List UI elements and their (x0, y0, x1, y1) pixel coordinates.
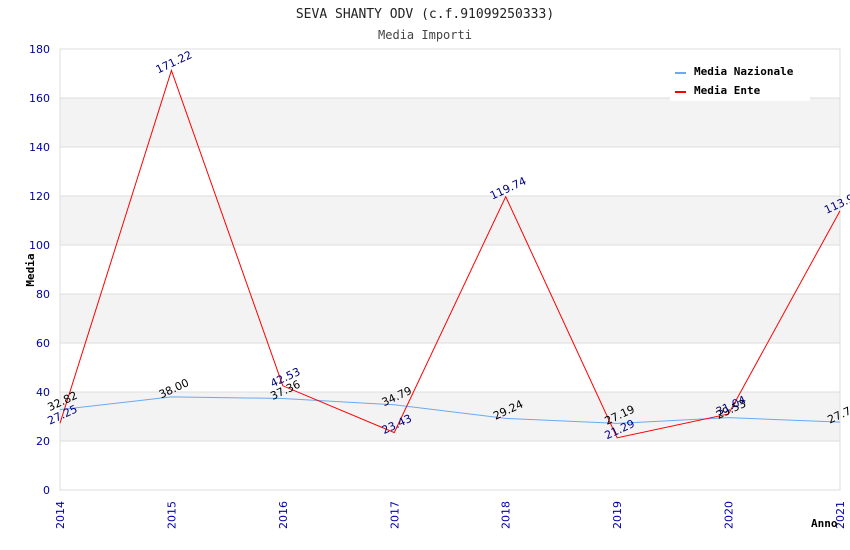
y-tick-label: 140 (29, 141, 50, 154)
y-tick-label: 180 (29, 43, 50, 56)
legend-label-media-ente: Media Ente (694, 84, 761, 97)
plot-area-border (59, 48, 841, 491)
y-tick-label: 120 (29, 190, 50, 203)
x-tick-label: 2020 (723, 501, 736, 529)
y-tick-label: 100 (29, 239, 50, 252)
series-line-media-ente (59, 68, 841, 439)
x-tick-label: 2014 (54, 501, 67, 529)
x-tick-label: 2021 (834, 501, 847, 529)
x-tick-label: 2018 (500, 501, 513, 529)
chart-subtitle: Media Importi (378, 28, 472, 42)
x-tick-label: 2019 (611, 501, 624, 529)
y-axis-ticks: 0 20 40 60 80 100 120 140 160 180 (29, 43, 50, 497)
background-band (60, 294, 840, 343)
legend: Media Nazionale Media Ente (670, 60, 810, 101)
legend-label-media-nazionale: Media Nazionale (694, 65, 794, 78)
y-tick-label: 60 (36, 337, 50, 350)
x-tick-label: 2015 (165, 501, 178, 529)
x-axis-label: Anno (811, 517, 838, 530)
y-tick-label: 0 (43, 484, 50, 497)
y-axis-label: Media (24, 253, 37, 286)
x-tick-label: 2016 (277, 501, 290, 529)
series-lines (59, 68, 841, 439)
y-tick-label: 80 (36, 288, 50, 301)
y-tick-label: 160 (29, 92, 50, 105)
background-bands (60, 98, 840, 441)
y-tick-label: 20 (36, 435, 50, 448)
chart-title: SEVA SHANTY ODV (c.f.91099250333) (296, 7, 554, 22)
data-label: 171.22 (154, 48, 194, 76)
background-band (60, 392, 840, 441)
series-line-media-nazionale (59, 396, 841, 424)
x-tick-label: 2017 (388, 501, 401, 529)
legend-box (670, 60, 810, 101)
background-band (60, 98, 840, 147)
x-axis-ticks: 2014 2015 2016 2017 2018 2019 2020 2021 (54, 501, 847, 529)
data-label: 113.94 (822, 189, 850, 217)
y-tick-label: 40 (36, 386, 50, 399)
background-band (60, 196, 840, 245)
